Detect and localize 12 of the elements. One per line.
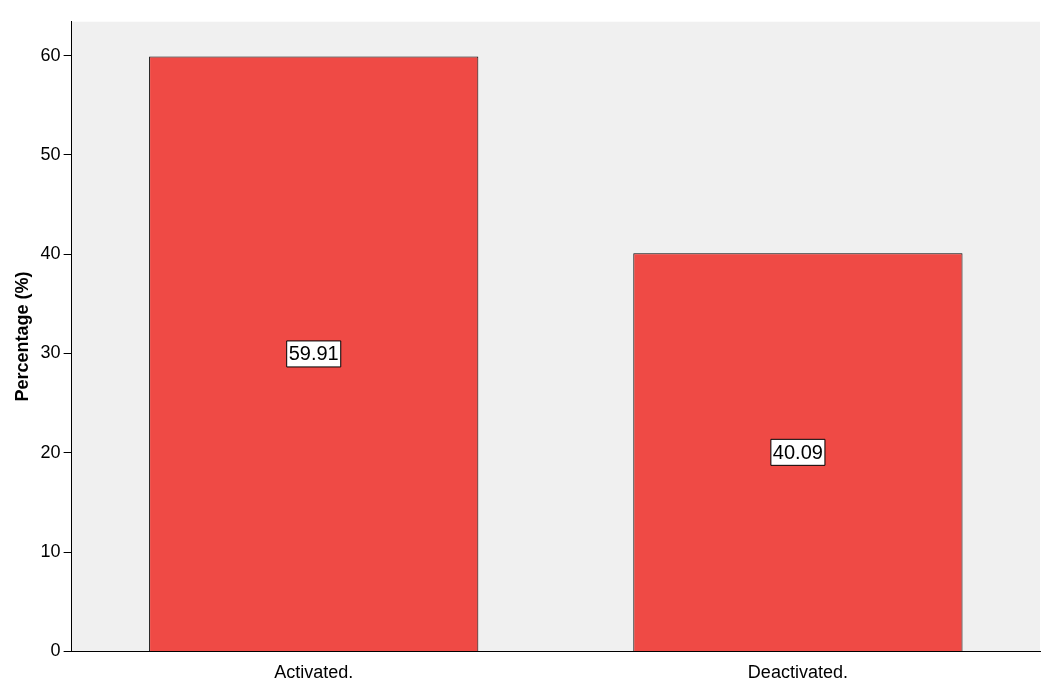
data-label: 40.09 bbox=[772, 440, 823, 463]
y-tick-label: 30 bbox=[40, 342, 61, 363]
y-tick-label: 0 bbox=[50, 640, 61, 661]
y-tick-label: 50 bbox=[40, 143, 61, 164]
y-tick-label: 40 bbox=[40, 243, 61, 264]
y-tick-label: 20 bbox=[40, 441, 61, 462]
y-tick-label: 10 bbox=[40, 541, 61, 562]
data-label: 59.91 bbox=[288, 342, 339, 365]
x-tick-label: Deactivated. bbox=[747, 662, 848, 683]
x-tick-label: Activated. bbox=[274, 662, 354, 683]
y-axis-title: Percentage (%) bbox=[11, 271, 32, 402]
y-tick-label: 60 bbox=[40, 44, 61, 65]
